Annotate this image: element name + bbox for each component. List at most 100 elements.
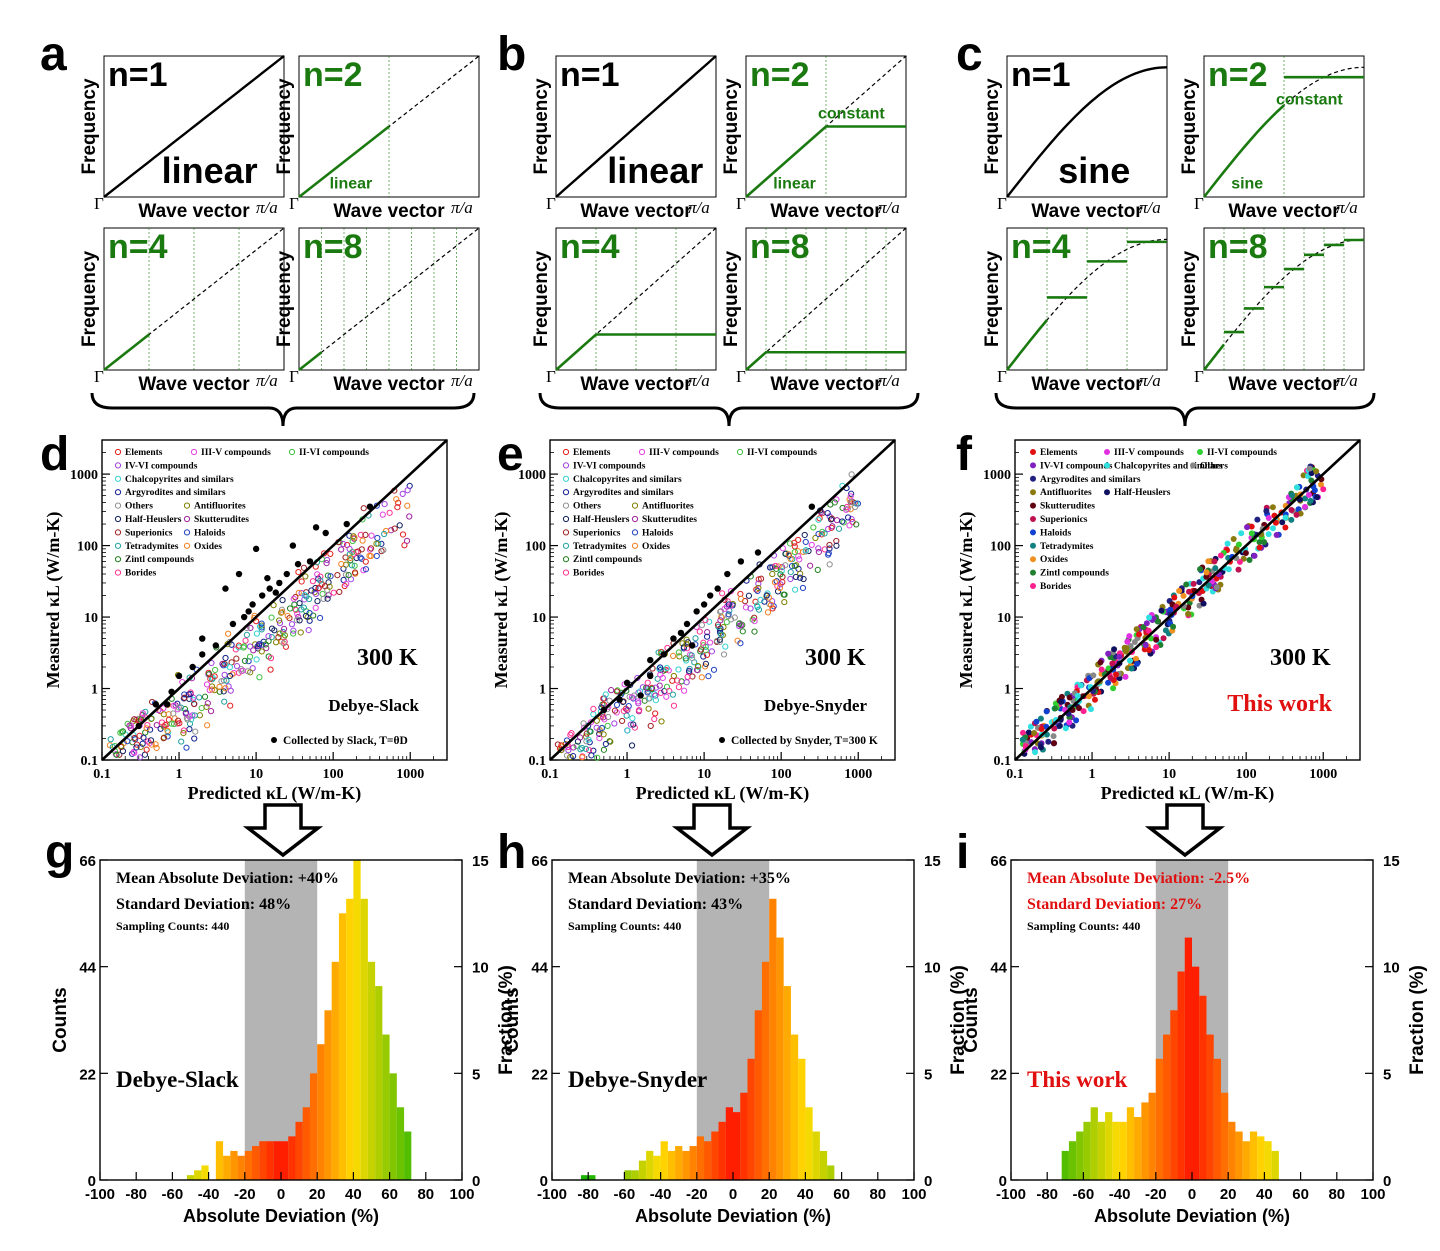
legend-marker bbox=[638, 448, 646, 456]
legend-marker bbox=[562, 529, 570, 536]
data-point bbox=[624, 706, 631, 714]
curve-type-label: sine bbox=[1231, 176, 1263, 193]
data-point bbox=[334, 572, 341, 579]
data-point bbox=[147, 726, 154, 733]
data-point bbox=[267, 655, 275, 662]
data-point bbox=[1066, 694, 1073, 701]
data-point bbox=[1314, 494, 1321, 501]
data-point bbox=[1217, 552, 1224, 559]
reference-point bbox=[272, 589, 279, 596]
legend-marker bbox=[114, 502, 122, 509]
reference-point bbox=[647, 656, 654, 664]
panel-letter-h: h bbox=[497, 826, 526, 879]
data-point bbox=[258, 648, 265, 655]
data-point bbox=[1146, 646, 1153, 653]
data-point bbox=[170, 702, 177, 709]
wave-ylabel: Frequency bbox=[79, 251, 100, 348]
legend-marker bbox=[1030, 516, 1036, 522]
data-point bbox=[152, 741, 159, 748]
histogram-bar bbox=[1235, 1131, 1243, 1180]
legend-label: Others bbox=[573, 502, 601, 512]
y2-tick-label: 15 bbox=[924, 853, 941, 870]
data-point bbox=[300, 564, 308, 571]
data-point bbox=[207, 708, 215, 715]
pi-a-label: π/a bbox=[1336, 371, 1358, 390]
data-point bbox=[585, 736, 592, 743]
hist-xlabel: Absolute Deviation (%) bbox=[183, 1206, 379, 1226]
data-point bbox=[321, 583, 329, 590]
data-point bbox=[1025, 729, 1032, 736]
data-point bbox=[815, 548, 822, 556]
legend-label: Skutterudites bbox=[194, 515, 249, 525]
data-point bbox=[148, 715, 155, 723]
histogram-bar bbox=[711, 1131, 719, 1180]
data-point bbox=[788, 563, 796, 570]
histogram-bar bbox=[295, 1121, 303, 1180]
data-point bbox=[1293, 484, 1300, 491]
pi-a-label: π/a bbox=[688, 198, 710, 217]
histogram-bar bbox=[338, 913, 347, 1180]
wave-ylabel: Frequency bbox=[982, 251, 1003, 348]
x-tick-label: 1 bbox=[1089, 767, 1096, 782]
data-point bbox=[1212, 565, 1219, 572]
x-tick-label: 100 bbox=[323, 767, 344, 782]
data-point bbox=[826, 545, 833, 552]
scatter-panel-f: 0.10.1 1 1 10 10 100 100 1000 1000 Elements III-V … bbox=[956, 439, 1361, 804]
data-point bbox=[1288, 492, 1295, 499]
reference-point bbox=[212, 642, 220, 649]
legend-marker bbox=[183, 529, 191, 536]
data-point bbox=[1128, 665, 1135, 672]
n-label: n=4 bbox=[108, 228, 168, 266]
data-point bbox=[1154, 618, 1161, 625]
data-point bbox=[343, 580, 350, 588]
data-point bbox=[725, 611, 732, 618]
y2-tick-label: 5 bbox=[1383, 1066, 1391, 1083]
data-point bbox=[295, 569, 302, 576]
data-point bbox=[204, 700, 211, 707]
data-point bbox=[1313, 468, 1320, 475]
pi-a-label: π/a bbox=[451, 198, 473, 217]
legend-label: Oxides bbox=[642, 542, 670, 552]
legend-label: Haloids bbox=[1040, 528, 1071, 538]
data-point bbox=[702, 663, 709, 670]
data-point bbox=[578, 744, 586, 752]
data-point bbox=[222, 654, 229, 662]
wave-xlabel: Wave vector bbox=[770, 374, 882, 395]
data-point bbox=[168, 720, 175, 727]
data-point bbox=[227, 687, 234, 694]
data-point bbox=[669, 677, 676, 684]
note-marker bbox=[719, 737, 725, 743]
scatter-xlabel: Predicted κL (W/m-K) bbox=[1101, 783, 1275, 804]
n-label: n=1 bbox=[1011, 56, 1071, 94]
data-point bbox=[675, 666, 682, 673]
reference-point bbox=[235, 570, 243, 578]
model-label: Debye-Slack bbox=[328, 696, 419, 715]
reference-point bbox=[229, 620, 237, 628]
data-point bbox=[227, 702, 234, 709]
data-point bbox=[391, 525, 398, 532]
histogram-bar bbox=[790, 1034, 799, 1180]
data-point bbox=[657, 666, 664, 674]
y-tick-label: 22 bbox=[79, 1066, 96, 1083]
data-point bbox=[567, 731, 574, 738]
data-point bbox=[374, 534, 381, 542]
data-point bbox=[705, 673, 712, 680]
data-point bbox=[292, 606, 299, 613]
data-point bbox=[1306, 465, 1313, 472]
legend-marker bbox=[1030, 542, 1036, 549]
data-point bbox=[373, 552, 380, 560]
y2-tick-label: 10 bbox=[472, 960, 489, 977]
folded-branch bbox=[555, 333, 716, 371]
scatter-xlabel: Predicted κL (W/m-K) bbox=[636, 783, 810, 804]
data-point bbox=[648, 685, 656, 693]
data-point bbox=[613, 688, 620, 695]
panel-letter-c: c bbox=[956, 28, 983, 81]
data-point bbox=[1056, 722, 1063, 729]
data-point bbox=[350, 533, 357, 540]
model-label: This work bbox=[1027, 1067, 1128, 1092]
reference-point bbox=[714, 585, 721, 592]
data-point bbox=[401, 542, 408, 549]
data-point bbox=[347, 557, 354, 564]
data-point bbox=[107, 736, 114, 743]
data-point bbox=[253, 656, 260, 663]
